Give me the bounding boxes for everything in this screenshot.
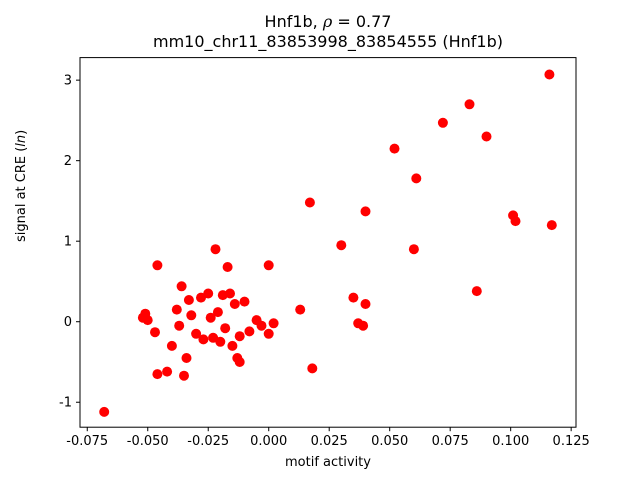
x-tick-label: -0.025 bbox=[187, 434, 229, 449]
data-point bbox=[348, 292, 359, 303]
data-point bbox=[186, 310, 197, 321]
data-point bbox=[150, 327, 160, 338]
rho-symbol: ρ bbox=[322, 12, 333, 31]
data-point bbox=[152, 260, 163, 271]
chart-title: Hnf1b, ρ = 0.77 mm10_chr11_83853998_8385… bbox=[80, 12, 576, 52]
data-point bbox=[191, 328, 202, 339]
data-point bbox=[142, 315, 153, 326]
data-point bbox=[166, 340, 177, 351]
data-point bbox=[263, 260, 274, 271]
data-point bbox=[256, 320, 267, 331]
data-point bbox=[181, 353, 192, 363]
x-tick-label: 0.075 bbox=[432, 434, 469, 449]
data-point bbox=[220, 323, 231, 334]
data-point bbox=[304, 197, 315, 208]
x-tick-label: -0.075 bbox=[66, 434, 108, 449]
data-point bbox=[408, 244, 419, 255]
y-tick-label: 0 bbox=[64, 315, 72, 330]
x-tick-label: 0.100 bbox=[492, 434, 529, 449]
data-point bbox=[234, 331, 245, 342]
data-point bbox=[510, 216, 521, 227]
data-point bbox=[295, 304, 306, 315]
data-point bbox=[471, 286, 482, 297]
data-point bbox=[222, 262, 233, 272]
data-point bbox=[198, 334, 209, 345]
data-point bbox=[481, 131, 492, 142]
x-tick-label: -0.050 bbox=[127, 434, 169, 449]
data-point bbox=[358, 320, 369, 331]
data-point bbox=[152, 369, 163, 380]
data-point bbox=[99, 406, 110, 417]
data-point bbox=[215, 336, 226, 347]
data-point bbox=[179, 370, 189, 381]
data-point bbox=[210, 244, 221, 255]
y-tick-label: 3 bbox=[64, 74, 72, 89]
data-point bbox=[360, 206, 371, 217]
data-point bbox=[389, 143, 400, 154]
y-tick-label: 1 bbox=[64, 235, 72, 250]
data-point bbox=[360, 299, 371, 309]
data-point bbox=[244, 326, 255, 337]
chart-title-line2: mm10_chr11_83853998_83854555 (Hnf1b) bbox=[153, 32, 503, 51]
y-tick-label: 2 bbox=[64, 154, 72, 169]
data-point bbox=[263, 328, 274, 339]
data-point bbox=[239, 296, 250, 307]
data-point bbox=[234, 357, 245, 367]
data-point bbox=[225, 288, 235, 299]
data-point bbox=[307, 363, 318, 374]
x-axis-label: motif activity bbox=[285, 455, 371, 470]
data-point bbox=[336, 240, 347, 251]
data-point bbox=[464, 99, 475, 110]
data-point bbox=[162, 366, 173, 377]
data-point bbox=[212, 307, 223, 318]
x-tick-label: 0.125 bbox=[553, 434, 590, 449]
chart-title-line1: Hnf1b, ρ = 0.77 bbox=[264, 12, 392, 31]
data-point bbox=[203, 288, 214, 299]
x-tick-label: 0.025 bbox=[311, 434, 348, 449]
x-tick-label: 0.000 bbox=[250, 434, 287, 449]
data-point bbox=[229, 299, 240, 309]
data-point bbox=[544, 69, 555, 80]
data-point bbox=[171, 304, 182, 315]
data-point bbox=[546, 220, 557, 231]
data-point bbox=[227, 340, 238, 351]
data-point bbox=[176, 281, 187, 292]
data-point bbox=[205, 312, 216, 323]
data-point bbox=[174, 320, 185, 331]
x-tick-label: 0.050 bbox=[371, 434, 408, 449]
data-point bbox=[268, 318, 279, 329]
data-point bbox=[437, 117, 448, 128]
data-point bbox=[411, 173, 422, 184]
data-point bbox=[183, 295, 194, 305]
y-tick-label: -1 bbox=[59, 396, 72, 411]
axes-frame bbox=[79, 57, 577, 428]
